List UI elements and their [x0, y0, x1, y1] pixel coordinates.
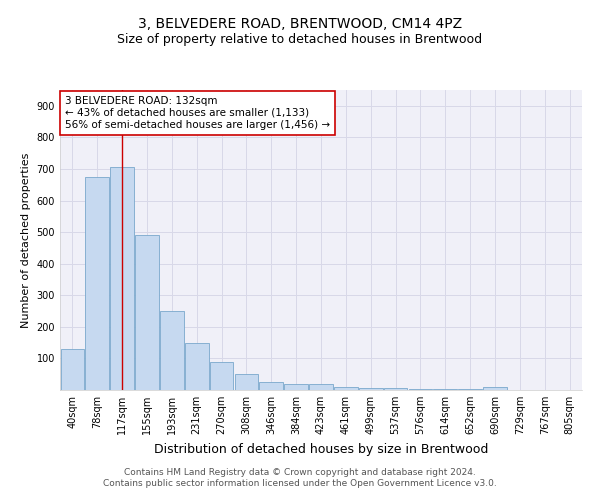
Bar	[235, 374, 258, 390]
Bar	[110, 168, 134, 390]
Bar	[384, 388, 407, 390]
Bar	[334, 387, 358, 390]
Bar	[284, 384, 308, 390]
Bar	[458, 389, 482, 390]
Bar	[210, 362, 233, 390]
Bar	[160, 311, 184, 390]
Bar	[359, 388, 383, 390]
Text: 3, BELVEDERE ROAD, BRENTWOOD, CM14 4PZ: 3, BELVEDERE ROAD, BRENTWOOD, CM14 4PZ	[138, 18, 462, 32]
Text: 3 BELVEDERE ROAD: 132sqm
← 43% of detached houses are smaller (1,133)
56% of sem: 3 BELVEDERE ROAD: 132sqm ← 43% of detach…	[65, 96, 330, 130]
Bar	[185, 342, 209, 390]
X-axis label: Distribution of detached houses by size in Brentwood: Distribution of detached houses by size …	[154, 442, 488, 456]
Text: Contains HM Land Registry data © Crown copyright and database right 2024.
Contai: Contains HM Land Registry data © Crown c…	[103, 468, 497, 487]
Bar	[409, 388, 432, 390]
Bar	[259, 382, 283, 390]
Bar	[433, 389, 457, 390]
Bar	[61, 349, 84, 390]
Bar	[309, 384, 333, 390]
Text: Size of property relative to detached houses in Brentwood: Size of property relative to detached ho…	[118, 32, 482, 46]
Bar	[135, 236, 159, 390]
Y-axis label: Number of detached properties: Number of detached properties	[21, 152, 31, 328]
Bar	[483, 388, 507, 390]
Bar	[85, 177, 109, 390]
